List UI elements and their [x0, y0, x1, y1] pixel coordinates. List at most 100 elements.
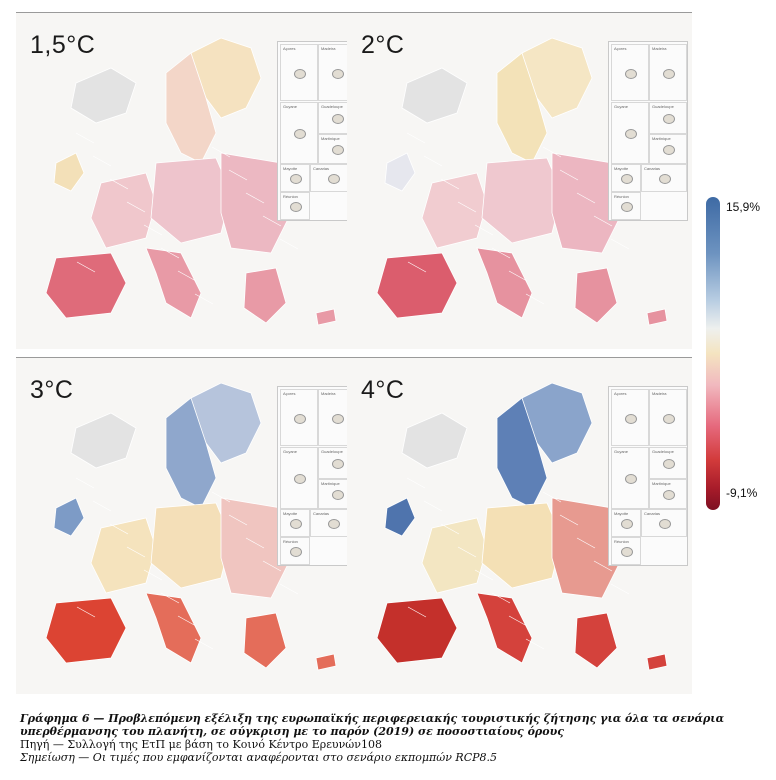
- region-border: [194, 638, 214, 650]
- outermost-regions-inset: Açores Madeira Guyane Guadeloupe Martinique M…: [608, 41, 688, 221]
- region-balkans-greece: [243, 267, 287, 324]
- inset-territory: [332, 490, 344, 500]
- inset-label: Mayotte: [614, 511, 629, 516]
- region-border: [559, 169, 579, 181]
- region-iberia: [376, 252, 458, 319]
- region-ireland: [53, 152, 85, 192]
- region-border: [525, 293, 545, 305]
- outermost-regions-inset: Açores Madeira Guyane Guadeloupe Martinique M…: [277, 41, 357, 221]
- caption-note: Σημείωση — Οι τιμές που εμφανίζονται ανα…: [20, 751, 498, 764]
- map-panel-2c: 2°C Açores Madeira Guyane Guadeloupe Martini…: [347, 12, 692, 349]
- region-border: [593, 215, 613, 227]
- region-france-benelux: [90, 517, 157, 594]
- region-cyprus: [315, 653, 337, 671]
- region-cyprus: [315, 308, 337, 326]
- region-uk-grey: [401, 412, 468, 469]
- inset-territory: [625, 68, 637, 79]
- inset-territory: [663, 459, 675, 469]
- region-sweden-norway: [496, 52, 548, 164]
- inset-cell: Guyane: [611, 102, 649, 164]
- inset-territory: [332, 68, 344, 79]
- region-border: [143, 224, 163, 236]
- region-iberia: [45, 252, 127, 319]
- panel-label: 3°C: [30, 376, 74, 404]
- inset-label: Martinique: [652, 481, 671, 486]
- region-border: [245, 537, 265, 549]
- inset-territory: [659, 174, 671, 184]
- region-border: [407, 606, 427, 618]
- region-border: [457, 546, 477, 558]
- inset-cell: Martinique: [649, 479, 687, 509]
- region-border: [406, 477, 426, 489]
- inset-cell: Açores: [611, 389, 649, 446]
- inset-cell: Açores: [280, 389, 318, 446]
- region-border: [76, 261, 96, 273]
- inset-territory: [294, 474, 306, 484]
- inset-label: Madeira: [652, 391, 667, 396]
- europe-map: [16, 13, 361, 349]
- caption-title: Γράφημα 6 — Προβλεπόμενη εξέλιξη της ευρ…: [20, 712, 725, 738]
- inset-cell: Guadeloupe: [649, 102, 687, 134]
- region-border: [75, 477, 95, 489]
- region-border: [160, 592, 180, 604]
- region-border: [525, 638, 545, 650]
- region-sweden-norway: [496, 397, 548, 509]
- europe-map: [347, 13, 692, 349]
- region-border: [474, 569, 494, 581]
- inset-cell: Mayotte: [280, 509, 310, 537]
- inset-territory: [663, 68, 675, 79]
- inset-label: Açores: [283, 46, 296, 51]
- inset-label: Guyane: [614, 104, 629, 109]
- inset-label: Guyane: [283, 104, 298, 109]
- inset-territory: [290, 202, 302, 212]
- inset-territory: [663, 145, 675, 155]
- inset-territory: [621, 547, 633, 557]
- region-ireland: [384, 152, 416, 192]
- region-border: [406, 132, 426, 144]
- panel-label: 4°C: [361, 376, 405, 404]
- legend-max-label: 15,9%: [726, 200, 761, 214]
- map-panel-3c: 3°C Açores Madeira Guyane Guadeloupe Martini…: [16, 357, 361, 694]
- region-sweden-norway: [165, 397, 217, 509]
- inset-territory: [332, 459, 344, 469]
- inset-territory: [290, 174, 302, 184]
- inset-cell: Mayotte: [280, 164, 310, 192]
- region-germany-poland: [481, 157, 563, 244]
- inset-territory: [625, 413, 637, 424]
- region-border: [211, 146, 231, 158]
- region-cyprus: [646, 308, 668, 326]
- inset-territory: [290, 519, 302, 529]
- region-germany-poland: [150, 157, 232, 244]
- inset-label: Guyane: [283, 449, 298, 454]
- region-italy: [145, 592, 202, 664]
- inset-territory: [625, 474, 637, 484]
- inset-label: Canarias: [313, 511, 330, 516]
- inset-cell: Canarias: [641, 164, 687, 192]
- inset-label: Açores: [614, 391, 627, 396]
- map-panel-1-5c: 1,5°C Açores Madeira Guyane Guadeloupe Marti…: [16, 12, 361, 349]
- region-border: [177, 615, 197, 627]
- region-border: [407, 261, 427, 273]
- legend-min-label: -9,1%: [726, 486, 758, 500]
- inset-cell: Madeira: [649, 389, 687, 446]
- region-balkans-greece: [574, 612, 618, 669]
- region-italy: [476, 592, 533, 664]
- region-germany-poland: [481, 502, 563, 589]
- inset-cell: Canarias: [641, 509, 687, 537]
- region-border: [440, 523, 460, 535]
- inset-territory: [332, 145, 344, 155]
- inset-cell: Réunion: [280, 192, 310, 220]
- inset-label: Madeira: [321, 391, 336, 396]
- region-border: [109, 178, 129, 190]
- caption-source: Πηγή — Συλλογή της ΕτΠ με βάση το Κοινό …: [20, 738, 382, 751]
- region-ireland: [53, 497, 85, 537]
- inset-label: Mayotte: [283, 166, 298, 171]
- region-italy: [145, 247, 202, 319]
- inset-label: Réunion: [614, 194, 629, 199]
- region-border: [279, 238, 299, 250]
- inset-label: Réunion: [283, 194, 298, 199]
- inset-cell: Mayotte: [611, 509, 641, 537]
- region-border: [457, 201, 477, 213]
- inset-label: Martinique: [321, 481, 340, 486]
- region-border: [75, 132, 95, 144]
